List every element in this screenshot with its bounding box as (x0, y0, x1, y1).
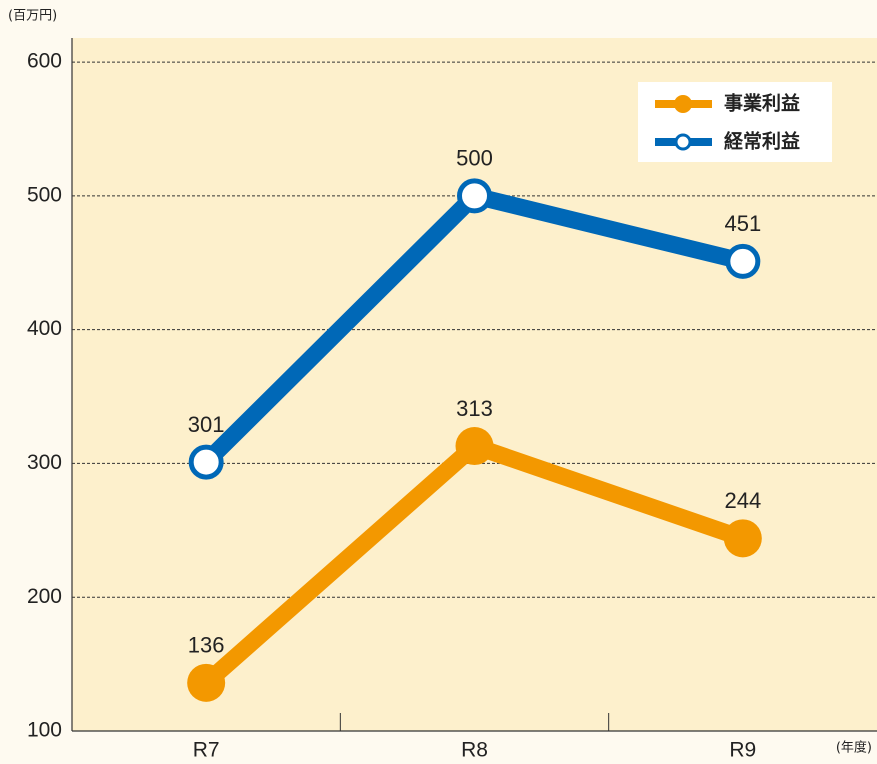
point-marker (456, 427, 494, 465)
point-marker (728, 246, 758, 276)
legend-label: 経常利益 (724, 130, 800, 153)
y-tick-label: 300 (27, 451, 62, 474)
data-label: 136 (188, 633, 225, 658)
point-marker (724, 519, 762, 557)
data-label: 500 (456, 146, 493, 171)
legend-marker (674, 95, 692, 113)
point-marker (187, 664, 225, 702)
y-axis-title: (百万円) (8, 9, 57, 24)
legend-marker (676, 135, 690, 149)
chart: (百万円) (年度) 100 200 300 400 500 600 R7 R8 R9 136 31… (0, 0, 877, 764)
x-tick-label: R8 (461, 739, 488, 762)
y-tick-label: 500 (27, 183, 62, 206)
data-label: 301 (188, 412, 225, 437)
y-tick-label: 400 (27, 317, 62, 340)
data-label: 313 (456, 396, 493, 421)
point-marker (460, 181, 490, 211)
y-tick-label: 600 (27, 50, 62, 73)
x-tick-label: R9 (729, 739, 756, 762)
point-marker (191, 447, 221, 477)
x-tick-label: R7 (193, 739, 220, 762)
legend-label: 事業利益 (724, 92, 800, 115)
x-axis-title: (年度) (836, 740, 872, 756)
y-tick-label: 100 (27, 719, 62, 742)
y-tick-label: 200 (27, 585, 62, 608)
data-label: 451 (724, 211, 761, 236)
data-label: 244 (724, 488, 761, 513)
